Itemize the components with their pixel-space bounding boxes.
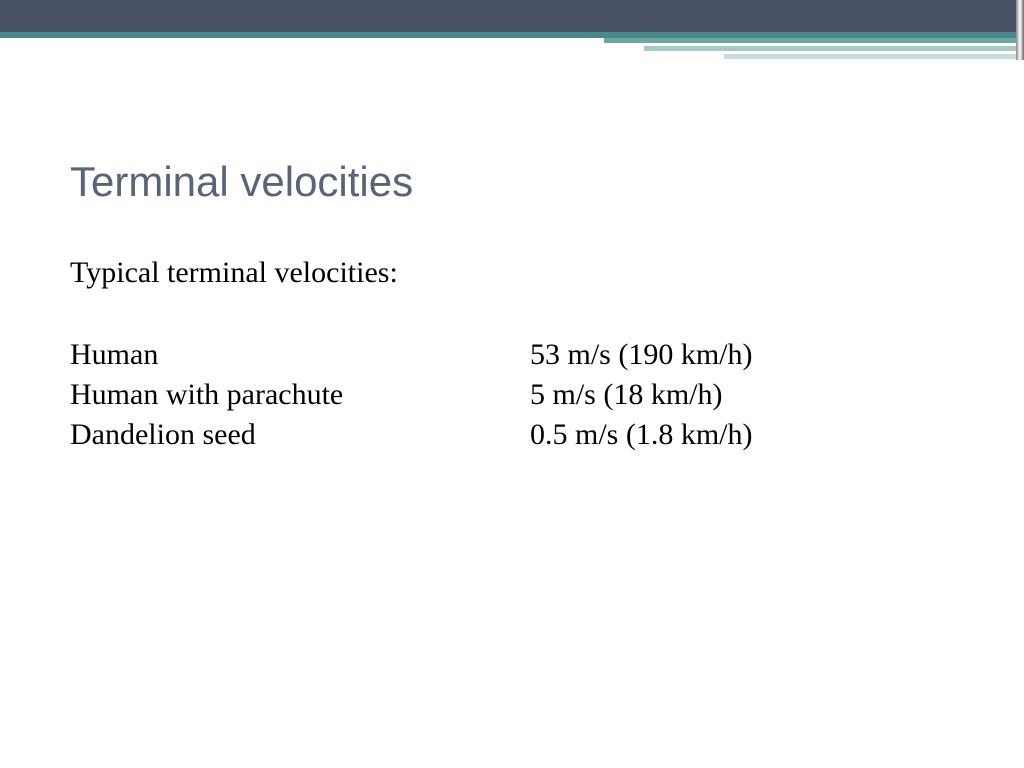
- accent-line: [724, 54, 1024, 59]
- velocity-value: 53 m/s (190 km/h): [530, 338, 954, 372]
- header-dark-band: [0, 0, 1024, 32]
- velocity-value: 0.5 m/s (1.8 km/h): [530, 418, 954, 452]
- velocity-label: Human: [70, 338, 530, 372]
- table-row: Dandelion seed 0.5 m/s (1.8 km/h): [70, 418, 954, 452]
- velocity-value: 5 m/s (18 km/h): [530, 378, 954, 412]
- accent-line: [604, 38, 1024, 43]
- right-edge-decoration: [1016, 0, 1024, 60]
- velocity-label: Dandelion seed: [70, 418, 530, 452]
- velocity-label: Human with parachute: [70, 378, 530, 412]
- table-row: Human with parachute 5 m/s (18 km/h): [70, 378, 954, 412]
- accent-line: [644, 46, 1024, 51]
- slide-content: Terminal velocities Typical terminal vel…: [0, 38, 1024, 452]
- header-accent-lines: [604, 38, 1024, 62]
- slide-subtitle: Typical terminal velocities:: [70, 256, 954, 290]
- table-row: Human 53 m/s (190 km/h): [70, 338, 954, 372]
- velocity-table: Human 53 m/s (190 km/h) Human with parac…: [70, 338, 954, 452]
- slide-title: Terminal velocities: [70, 158, 954, 206]
